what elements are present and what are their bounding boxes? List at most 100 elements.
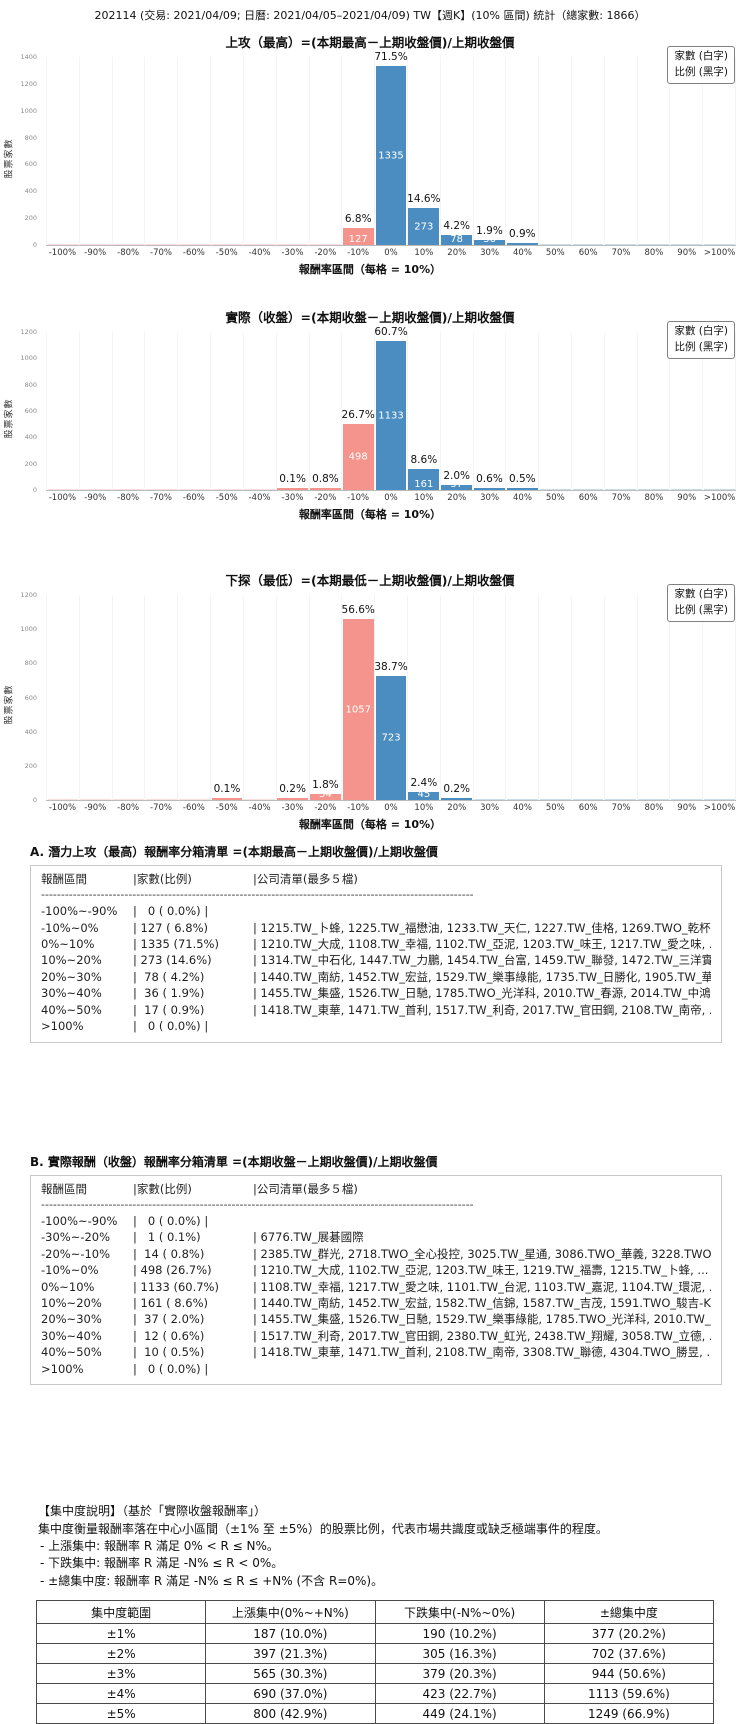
bar-slot: 71.5% 1335 <box>374 51 408 245</box>
table-header-cell: 上漲集中(0%~+N%) <box>205 1600 376 1625</box>
bar <box>178 799 210 800</box>
list-companies-cell: |公司清單(最多５檔) <box>253 872 358 886</box>
bar-percent-label: 71.5% <box>374 51 408 63</box>
table-cell: ±2% <box>35 1643 207 1665</box>
table-cell: 187 (10.0%) <box>205 1623 376 1645</box>
bar <box>277 244 308 245</box>
bar-count-label: 723 <box>381 732 401 744</box>
list-range-cell: 報酬區間 <box>41 872 87 886</box>
list-companies-cell: | 1440.TW_南紡, 1452.TW_宏益, 1582.TW_信錦, 15… <box>253 1296 711 1310</box>
list-companies-cell: | 1314.TW_中石化, 1447.TW_力鵬, 1454.TW_台富, 1… <box>253 953 711 968</box>
x-tick-label: 30% <box>480 803 500 813</box>
y-tick-label: 200 <box>24 459 37 468</box>
table-cell: 702 (37.6%) <box>543 1643 715 1665</box>
list-count-cell: | 161 ( 8.6%) <box>133 1296 208 1310</box>
table-row: ±1% 187 (10.0%) 190 (10.2%) 377 (20.2%) <box>35 1623 715 1645</box>
list-row: -20%~-10% | 14 ( 0.8%) | 2385.TW_群光, 2718.… <box>41 1246 711 1262</box>
bar-slot <box>111 57 145 245</box>
list-row: -10%~0% | 498 (26.7%) | 1210.TW_大成, 1102.T… <box>41 1262 711 1278</box>
x-tick-label: 30% <box>480 248 500 258</box>
bar-slot <box>505 595 538 800</box>
x-tick-label: -40% <box>248 493 271 503</box>
concentration-title: 【集中度說明】（基於「實際收盤報酬率」） <box>38 1504 267 1519</box>
x-tick-label: -70% <box>150 493 172 503</box>
bar <box>277 488 308 490</box>
bar <box>605 244 637 245</box>
list-header-row: 報酬區間 |家數(比例) |公司清單(最多５檔) <box>41 1181 711 1197</box>
chart-upside-high: 上攻（最高）=(本期最高－上期收盤價)/上期收盤價 家數 (白字) 比例 (黑字… <box>0 32 740 277</box>
list-row: 30%~40% | 36 ( 1.9%) | 1455.TW_集盛, 1526.TW… <box>41 985 711 1001</box>
x-tick-label: 60% <box>578 248 598 258</box>
bar-percent-label: 0.2% <box>279 783 306 795</box>
bar <box>638 244 669 245</box>
table-cell: 190 (10.2%) <box>374 1623 545 1645</box>
list-count-cell: | 37 ( 2.0%) <box>133 1312 205 1327</box>
x-axis-ticks: -100% -90% -80% -70% -60% -50% -40% -30% -20% -10… <box>46 803 736 813</box>
bar <box>211 244 243 245</box>
bar <box>441 798 473 800</box>
bar: 1335 <box>375 66 407 245</box>
table-cell: ±3% <box>35 1663 207 1685</box>
y-tick-label: 1000 <box>20 354 37 363</box>
table-cell: 1249 (66.9%) <box>543 1703 715 1724</box>
list-companies-cell: |公司清單(最多５檔) <box>253 1181 358 1196</box>
bar <box>47 489 79 490</box>
x-tick-label: -10% <box>347 248 370 258</box>
list-range-cell: >100% <box>41 1019 84 1034</box>
bar <box>244 244 276 245</box>
list-count-cell: | 1 ( 0.1%) <box>133 1230 201 1245</box>
table-row: ±2% 397 (21.3%) 305 (16.3%) 702 (37.6%) <box>35 1643 715 1665</box>
legend-ratio-label: 比例 (黑字) <box>674 603 728 616</box>
list-range-cell: 20%~30% <box>41 969 102 984</box>
x-tick-label: -80% <box>117 248 140 258</box>
x-tick-label: -100% <box>48 803 77 813</box>
legend-count-label: 家數 (白字) <box>674 325 728 337</box>
bar <box>605 489 637 490</box>
table-cell: 800 (42.9%) <box>205 1703 376 1724</box>
bar-slot <box>669 332 702 490</box>
bar-slot <box>144 595 177 800</box>
x-tick-label: 40% <box>513 248 532 258</box>
list-companies-cell: | 1455.TW_集盛, 1526.TW_日馳, 1529.TW_樂事綠能, … <box>253 1312 711 1327</box>
list-row: 20%~30% | 78 ( 4.2%) | 1440.TW_南紡, 1452.TW… <box>41 969 711 985</box>
bar-slot <box>603 595 637 800</box>
table-row: ±3% 565 (30.3%) 379 (20.3%) 944 (50.6%) <box>35 1663 715 1685</box>
x-axis-ticks: -100% -90% -80% -70% -60% -50% -40% -30% -20% -10… <box>46 248 736 258</box>
bar-slot: 1.8% 34 <box>308 595 342 800</box>
y-axis-label: 股票家數 <box>4 684 15 725</box>
x-tick-label: -10% <box>347 493 370 503</box>
bar-slot <box>571 332 604 490</box>
list-companies-cell: | 1210.TW_大成, 1108.TW_幸福, 1102.TW_亞泥, 12… <box>253 937 711 952</box>
bar-percent-label: 56.6% <box>341 604 375 616</box>
bar-slot <box>571 57 604 245</box>
bar-percent-label: 0.1% <box>213 783 241 795</box>
bar-percent-label: 2.0% <box>443 470 470 482</box>
bar-count-label: 1335 <box>378 150 404 161</box>
bar <box>572 244 604 245</box>
list-divider: ----------------------------------------… <box>41 1198 473 1212</box>
bar: 161 <box>408 469 440 490</box>
list-count-cell: | 78 ( 4.2%) <box>133 969 205 984</box>
plot-area: 0.1% 0.8% 26.7% 498 60.7% 1133 8.6% 161 2.0% 37 0.… <box>46 326 737 491</box>
concentration-bullet-total: - ±總集中度: 報酬率 R 滿足 -N% ≤ R ≤ +N% (不含 R=0%… <box>40 1573 384 1588</box>
bar-slot <box>636 595 670 800</box>
bar-slot <box>242 332 276 490</box>
bar <box>277 798 308 800</box>
bar-slot <box>603 57 637 245</box>
list-companies-cell: | 1108.TW_幸福, 1217.TW_愛之味, 1101.TW_台泥, 1… <box>253 1279 711 1294</box>
table-header-cell: 集中度範圍 <box>35 1600 207 1625</box>
table-cell: 305 (16.3%) <box>374 1643 545 1665</box>
bar-percent-label: 0.8% <box>312 473 339 485</box>
section-a: A. 潛力上攻（最高）報酬率分箱清單 =(本期最高－上期收盤價)/上期收盤價 報… <box>30 843 722 1043</box>
bar-slot <box>111 595 145 800</box>
bar-percent-label: 0.6% <box>476 473 503 485</box>
plot-area: 6.8% 127 71.5% 1335 14.6% 273 4.2% 78 1.9% 36 0.9% <box>46 51 737 246</box>
bar-count-label: 1057 <box>345 704 371 715</box>
bar-slot: 2.4% 45 <box>406 595 440 800</box>
bar-slot <box>538 595 571 800</box>
bar-slot: 38.7% 723 <box>374 595 408 800</box>
table-row: ±4% 690 (37.0%) 423 (22.7%) 1113 (59.6%) <box>35 1683 715 1705</box>
bar-slot <box>177 332 210 490</box>
bar-percent-label: 8.6% <box>410 454 438 466</box>
bar-percent-label: 60.7% <box>374 326 408 338</box>
